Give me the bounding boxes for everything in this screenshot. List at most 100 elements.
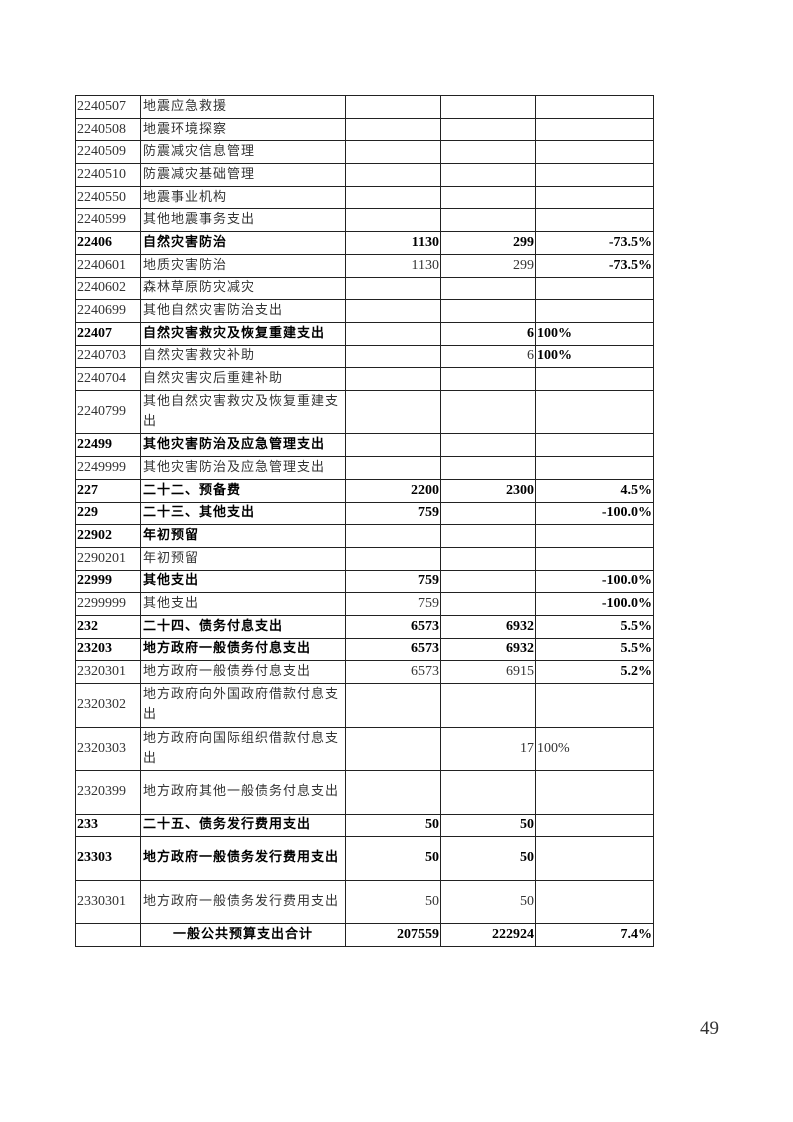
row-prev-value (345, 726, 441, 771)
row-code: 2240799 (75, 389, 141, 435)
table-row: 23203 地方政府一般债务付息支出 6573 6932 5.5% (75, 637, 654, 662)
row-change: -100.0% (535, 501, 654, 526)
row-prev-value: 1130 (345, 231, 441, 255)
row-code: 22499 (75, 433, 141, 458)
row-current-value (440, 185, 536, 210)
row-name: 其他自然灾害防治支出 (140, 299, 346, 323)
row-name: 其他自然灾害救灾及恢复重建支出 (140, 389, 346, 435)
row-name: 其他灾害防治及应急管理支出 (140, 456, 346, 480)
row-change (535, 185, 654, 210)
row-name: 二十四、债务付息支出 (140, 614, 346, 639)
row-current-value: 6932 (440, 614, 536, 639)
row-current-value (440, 546, 536, 571)
total-row: 一般公共预算支出合计 207559 222924 7.4% (75, 923, 654, 947)
row-code: 2240509 (75, 140, 141, 165)
row-code: 2240510 (75, 163, 141, 187)
row-change (535, 163, 654, 187)
row-name: 其他支出 (140, 569, 346, 594)
table-row: 2240599 其他地震事务支出 (75, 208, 654, 233)
row-change (535, 367, 654, 391)
row-prev-value: 759 (345, 569, 441, 594)
table-row: 22999 其他支出 759 -100.0% (75, 569, 654, 594)
row-prev-value: 6573 (345, 614, 441, 639)
row-change: -73.5% (535, 231, 654, 255)
row-current-value: 2300 (440, 478, 536, 503)
row-prev-value: 2200 (345, 478, 441, 503)
row-name: 地震事业机构 (140, 185, 346, 210)
total-label: 一般公共预算支出合计 (140, 923, 346, 947)
row-code: 23303 (75, 836, 141, 881)
table-row: 2320301 地方政府一般债券付息支出 6573 6915 5.2% (75, 660, 654, 684)
row-code: 2320301 (75, 660, 141, 684)
row-prev-value (345, 95, 441, 119)
row-name: 地方政府向外国政府借款付息支出 (140, 683, 346, 728)
table-row: 2240550 地震事业机构 (75, 185, 654, 210)
row-current-value (440, 367, 536, 391)
row-change (535, 95, 654, 119)
row-change (535, 524, 654, 548)
row-current-value (440, 524, 536, 548)
row-prev-value (345, 344, 441, 369)
row-name: 自然灾害救灾及恢复重建支出 (140, 321, 346, 346)
row-change: 4.5% (535, 478, 654, 503)
row-name: 年初预留 (140, 546, 346, 571)
row-code: 233 (75, 813, 141, 838)
table-row: 2240703 自然灾害救灾补助 6 100% (75, 344, 654, 369)
row-code: 22902 (75, 524, 141, 548)
row-code: 2249999 (75, 456, 141, 480)
row-name: 二十五、债务发行费用支出 (140, 813, 346, 838)
row-code: 2240602 (75, 276, 141, 301)
table-row: 22406 自然灾害防治 1130 299 -73.5% (75, 231, 654, 255)
row-name: 二十三、其他支出 (140, 501, 346, 526)
row-current-value: 6915 (440, 660, 536, 684)
row-code: 232 (75, 614, 141, 639)
row-prev-value (345, 524, 441, 548)
row-code: 2320399 (75, 770, 141, 815)
row-current-value (440, 140, 536, 165)
row-prev-value (345, 163, 441, 187)
table-row: 227 二十二、预备费 2200 2300 4.5% (75, 478, 654, 503)
row-name: 防震减灾信息管理 (140, 140, 346, 165)
row-current-value (440, 117, 536, 142)
row-prev-value (345, 117, 441, 142)
row-change (535, 879, 654, 925)
row-change: 100% (535, 344, 654, 369)
row-current-value (440, 592, 536, 616)
row-prev-value (345, 367, 441, 391)
row-change: 5.5% (535, 637, 654, 662)
row-prev-value (345, 546, 441, 571)
row-code: 2320302 (75, 683, 141, 728)
row-change: 100% (535, 726, 654, 771)
row-name: 地震环境探察 (140, 117, 346, 142)
row-name: 森林草原防灾减灾 (140, 276, 346, 301)
table-row: 2240699 其他自然灾害防治支出 (75, 299, 654, 323)
row-name: 地方政府一般债务发行费用支出 (140, 836, 346, 881)
row-current-value (440, 683, 536, 728)
row-prev-value: 1130 (345, 253, 441, 278)
row-code: 2320303 (75, 726, 141, 771)
row-change: -100.0% (535, 592, 654, 616)
row-change (535, 813, 654, 838)
row-prev-value: 6573 (345, 637, 441, 662)
row-code: 2299999 (75, 592, 141, 616)
total-current: 222924 (440, 923, 536, 947)
row-prev-value (345, 299, 441, 323)
row-change (535, 456, 654, 480)
row-change (535, 546, 654, 571)
row-name: 年初预留 (140, 524, 346, 548)
row-prev-value (345, 276, 441, 301)
row-prev-value (345, 683, 441, 728)
row-current-value: 299 (440, 231, 536, 255)
row-current-value (440, 770, 536, 815)
row-change: 5.2% (535, 660, 654, 684)
row-code: 22999 (75, 569, 141, 594)
row-current-value (440, 299, 536, 323)
row-name: 自然灾害救灾补助 (140, 344, 346, 369)
row-current-value: 299 (440, 253, 536, 278)
row-change (535, 770, 654, 815)
row-change (535, 836, 654, 881)
row-current-value: 50 (440, 836, 536, 881)
table-row: 232 二十四、债务付息支出 6573 6932 5.5% (75, 614, 654, 639)
row-prev-value (345, 456, 441, 480)
row-prev-value: 50 (345, 879, 441, 925)
